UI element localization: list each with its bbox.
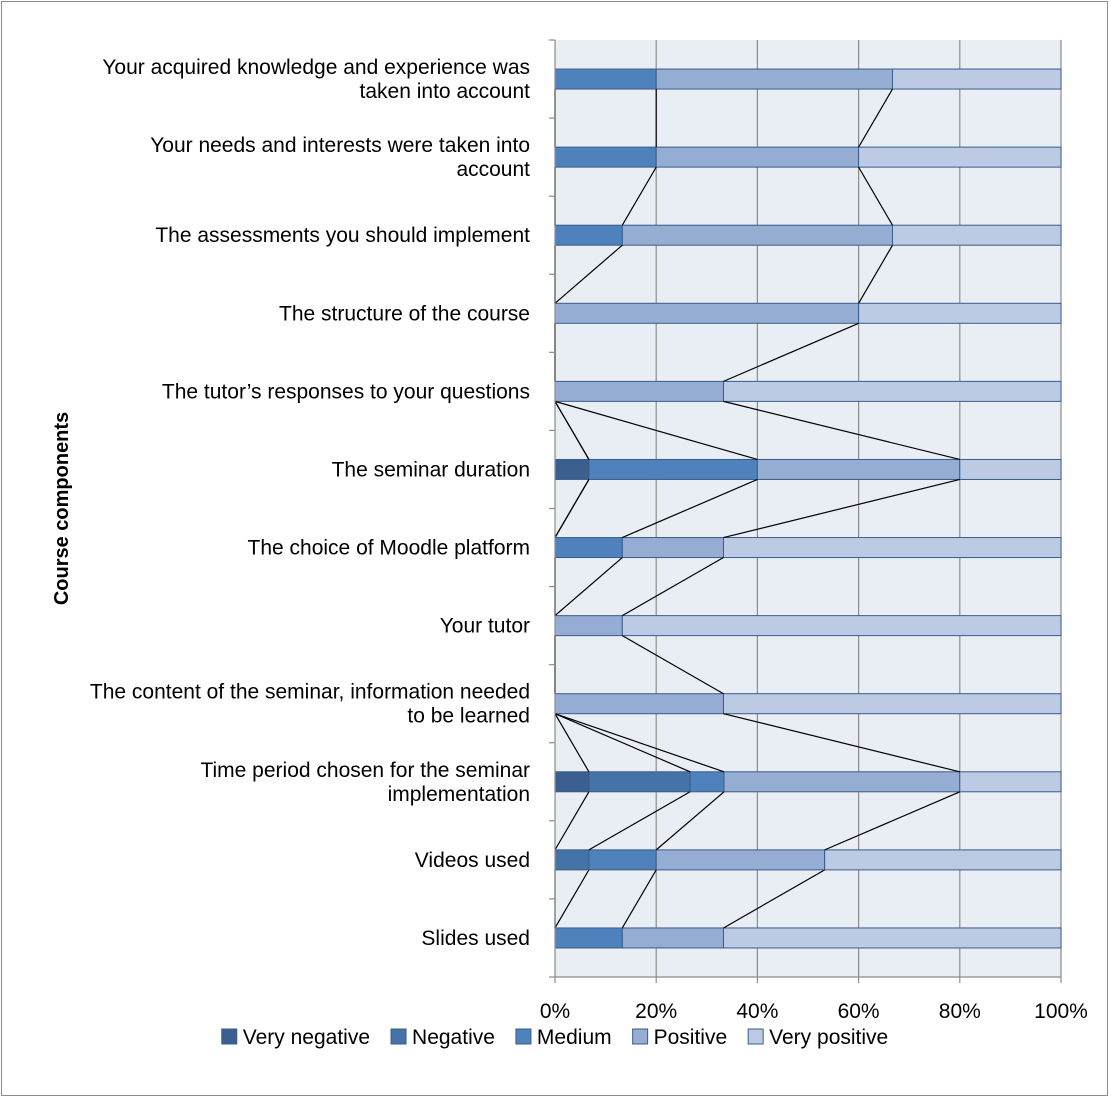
- series-line: [723, 713, 960, 773]
- bar-segment: [588, 458, 758, 480]
- legend-label: Positive: [654, 1026, 728, 1049]
- category-label: Videos used: [415, 849, 530, 872]
- bar-segment: [722, 537, 1062, 559]
- legend-swatch: [515, 1028, 532, 1045]
- category-label: The choice of Moodle platform: [248, 537, 530, 560]
- x-tick-label: 0%: [540, 1000, 570, 1023]
- series-line: [655, 791, 725, 851]
- x-tick-label: 80%: [939, 1000, 981, 1023]
- bar-segment: [554, 537, 623, 559]
- series-line: [554, 869, 590, 929]
- category-label: Your tutor: [440, 615, 530, 638]
- bar-segment: [959, 458, 1062, 480]
- category-label: Time period chosen for the seminar implem…: [200, 759, 530, 806]
- legend-swatch: [747, 1028, 764, 1045]
- bar-segment: [959, 771, 1062, 793]
- series-line: [723, 478, 960, 539]
- series-line: [824, 791, 961, 851]
- legend-swatch: [390, 1028, 407, 1045]
- series-line: [621, 635, 724, 695]
- bar-segment: [858, 302, 1062, 324]
- bar-segment: [723, 771, 961, 793]
- bar-segment: [824, 849, 1062, 871]
- category-label: The structure of the course: [279, 302, 530, 325]
- bar-segment: [621, 615, 1062, 637]
- bar-segment: [554, 302, 860, 324]
- series-line: [554, 713, 725, 773]
- bar-segment: [689, 771, 725, 793]
- series-line: [621, 557, 724, 617]
- legend-label: Negative: [412, 1026, 495, 1049]
- series-line: [621, 869, 657, 929]
- bar-segment: [554, 68, 657, 90]
- series-line: [621, 166, 657, 226]
- bar-segment: [554, 927, 623, 949]
- category-label: Slides used: [421, 927, 530, 950]
- series-line: [858, 88, 894, 148]
- series-line: [723, 869, 825, 929]
- x-tick-label: 40%: [736, 1000, 778, 1023]
- x-tick-label: 100%: [1034, 1000, 1088, 1023]
- bar-segment: [554, 615, 623, 637]
- x-tick-label: 20%: [635, 1000, 677, 1023]
- bar-segment: [554, 771, 590, 793]
- legend-swatch: [221, 1028, 238, 1045]
- bar-segment: [655, 68, 894, 90]
- bar-segment: [858, 146, 1062, 168]
- bar-segment: [655, 849, 826, 871]
- bar-segment: [621, 224, 894, 246]
- series-line: [554, 791, 590, 851]
- legend-label: Very negative: [243, 1026, 370, 1049]
- bar-segment: [588, 771, 691, 793]
- bar-segment: [588, 849, 657, 871]
- series-line: [858, 244, 894, 304]
- series-line: [554, 557, 623, 617]
- x-tick-label: 60%: [838, 1000, 880, 1023]
- legend-swatch: [632, 1028, 649, 1045]
- series-line: [723, 400, 960, 461]
- bar-segment: [655, 146, 860, 168]
- category-label: Your acquired knowledge and experience w…: [102, 56, 530, 103]
- bar-segment: [722, 693, 1062, 715]
- legend-label: Medium: [537, 1026, 612, 1049]
- legend-label: Very positive: [769, 1026, 888, 1049]
- bar-segment: [554, 458, 590, 480]
- series-line: [554, 713, 590, 773]
- series-line: [588, 791, 691, 851]
- bar-segment: [722, 380, 1062, 402]
- category-label: The tutor’s responses to your questions: [162, 380, 530, 403]
- bar-segment: [554, 380, 724, 402]
- category-label: The assessments you should implement: [155, 224, 530, 247]
- series-line: [554, 401, 590, 460]
- bar-segment: [621, 537, 724, 559]
- plot-area: [555, 40, 1061, 977]
- category-label: The seminar duration: [332, 458, 530, 481]
- bar-segment: [554, 849, 590, 871]
- bar-segment: [892, 224, 1062, 246]
- series-line: [554, 713, 691, 773]
- y-axis-title: Course components: [51, 412, 73, 605]
- series-line: [858, 166, 894, 226]
- bar-segment: [554, 693, 724, 715]
- bar-segment: [892, 68, 1062, 90]
- bar-segment: [621, 927, 724, 949]
- series-line: [554, 400, 758, 461]
- bar-segment: [554, 224, 623, 246]
- bar-segment: [554, 146, 657, 168]
- series-line: [554, 479, 590, 538]
- bar-segment: [722, 927, 1062, 949]
- series-line: [723, 322, 859, 382]
- series-line: [622, 478, 758, 539]
- category-label: Your needs and interests were taken into…: [150, 134, 530, 181]
- bar-segment: [756, 458, 961, 480]
- series-line: [554, 244, 623, 304]
- category-label: The content of the seminar, information …: [90, 681, 530, 728]
